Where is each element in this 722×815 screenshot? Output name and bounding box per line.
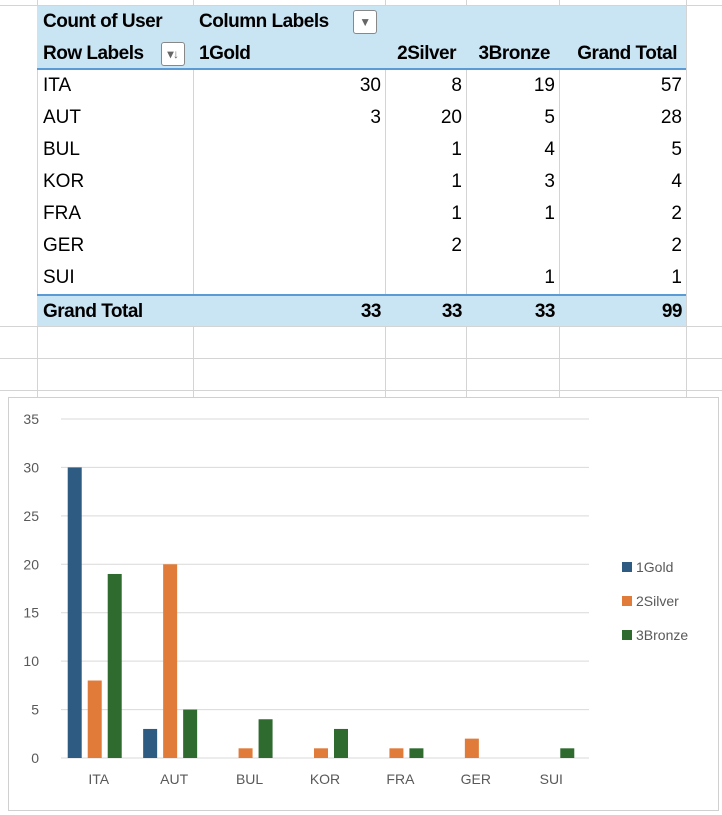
legend-swatch	[622, 596, 632, 606]
x-tick-label: BUL	[236, 771, 263, 787]
y-tick-label: 5	[31, 702, 39, 718]
chart-svg: 0 5 10 15 20 25 30 35 ITA AUT BUL KOR FRA GER SUI 1Gold…	[23, 411, 688, 787]
row-labels-header: Row Labels	[43, 43, 144, 64]
legend-label: 2Silver	[636, 593, 679, 609]
bar-3bronze[interactable]	[107, 573, 122, 758]
value-cell: 20	[440, 107, 462, 128]
value-cell: 4	[544, 139, 555, 160]
bar-2silver[interactable]	[314, 748, 328, 758]
sort-filter-icon[interactable]: ▾↓	[161, 42, 185, 66]
legend-label: 3Bronze	[636, 627, 688, 643]
x-tick-label: SUI	[540, 771, 563, 787]
column-header: 2Silver	[397, 43, 456, 64]
legend-label: 1Gold	[636, 559, 673, 575]
x-tick-label: KOR	[310, 771, 340, 787]
column-header: Grand Total	[577, 43, 677, 64]
row-label: ITA	[43, 75, 72, 96]
bar-2silver[interactable]	[464, 738, 479, 758]
bar-2silver[interactable]	[87, 680, 102, 758]
pivot-row: BUL 1 4 5	[37, 134, 686, 166]
x-tick-label: ITA	[88, 771, 109, 787]
bar-3bronze[interactable]	[258, 719, 273, 758]
value-cell: 19	[533, 75, 555, 96]
legend-swatch	[622, 562, 632, 572]
bar-2silver[interactable]	[163, 564, 178, 758]
y-tick-label: 10	[23, 653, 39, 669]
value-field-label: Count of User	[43, 11, 163, 32]
row-label: FRA	[43, 203, 81, 224]
value-cell: 1	[451, 139, 462, 160]
column-labels-header: Column Labels	[199, 11, 329, 32]
total-cell: 33	[441, 301, 463, 322]
value-cell: 3	[370, 107, 381, 128]
value-cell: 5	[544, 107, 555, 128]
grand-total-row: Grand Total 33 33 33 99	[37, 294, 686, 326]
value-cell: 4	[671, 171, 682, 192]
value-cell: 28	[660, 107, 682, 128]
value-cell: 5	[671, 139, 682, 160]
y-tick-label: 20	[23, 556, 39, 572]
total-cell: 99	[661, 301, 683, 322]
y-tick-label: 25	[23, 508, 39, 524]
row-label: BUL	[43, 139, 80, 160]
row-label: AUT	[43, 107, 81, 128]
row-label: SUI	[43, 267, 75, 288]
column-header: 3Bronze	[478, 43, 551, 64]
pivot-chart[interactable]: 0 5 10 15 20 25 30 35 ITA AUT BUL KOR FRA GER SUI 1Gold…	[8, 397, 719, 811]
grand-total-label: Grand Total	[43, 301, 143, 322]
row-label: KOR	[43, 171, 85, 192]
row-label: GER	[43, 235, 85, 256]
y-tick-label: 0	[31, 750, 39, 766]
value-cell: 2	[671, 235, 682, 256]
y-tick-label: 35	[23, 411, 39, 427]
pivot-header-row-1: Count of User Column Labels ▼	[37, 6, 686, 38]
value-cell: 3	[544, 171, 555, 192]
pivot-row: FRA 1 1 2	[37, 198, 686, 230]
bar-3bronze[interactable]	[409, 748, 424, 758]
bar-2silver[interactable]	[389, 748, 404, 758]
pivot-row: ITA 30 8 19 57	[37, 70, 686, 102]
value-cell: 1	[451, 203, 462, 224]
pivot-table: Count of User Column Labels ▼ Row Labels…	[37, 6, 686, 326]
pivot-row: SUI 1 1	[37, 262, 686, 294]
x-tick-label: FRA	[386, 771, 415, 787]
total-cell: 33	[534, 301, 556, 322]
pivot-row: AUT 3 20 5 28	[37, 102, 686, 134]
column-header: 1Gold	[199, 43, 251, 64]
value-cell: 8	[451, 75, 462, 96]
bar-3bronze[interactable]	[183, 709, 198, 758]
x-tick-label: AUT	[160, 771, 188, 787]
value-cell: 1	[671, 267, 682, 288]
legend-swatch	[622, 630, 632, 640]
pivot-header-row-2: Row Labels ▾↓ 1Gold 2Silver 3Bronze Gran…	[37, 38, 686, 70]
column-filter-dropdown-icon[interactable]: ▼	[353, 10, 377, 34]
value-cell: 1	[544, 203, 555, 224]
bar-1gold[interactable]	[143, 728, 158, 758]
bar-3bronze[interactable]	[334, 728, 348, 758]
pivot-row: GER 2 2	[37, 230, 686, 262]
value-cell: 30	[359, 75, 381, 96]
value-cell: 57	[660, 75, 682, 96]
bar-2silver[interactable]	[238, 748, 253, 758]
value-cell: 2	[451, 235, 462, 256]
y-tick-label: 30	[23, 459, 39, 475]
bar-1gold[interactable]	[67, 467, 82, 758]
x-tick-label: GER	[461, 771, 491, 787]
total-cell: 33	[360, 301, 382, 322]
pivot-row: KOR 1 3 4	[37, 166, 686, 198]
value-cell: 1	[451, 171, 462, 192]
bar-3bronze[interactable]	[560, 748, 575, 758]
value-cell: 1	[544, 267, 555, 288]
spreadsheet-grid	[0, 0, 722, 400]
value-cell: 2	[671, 203, 682, 224]
y-tick-label: 15	[23, 605, 39, 621]
